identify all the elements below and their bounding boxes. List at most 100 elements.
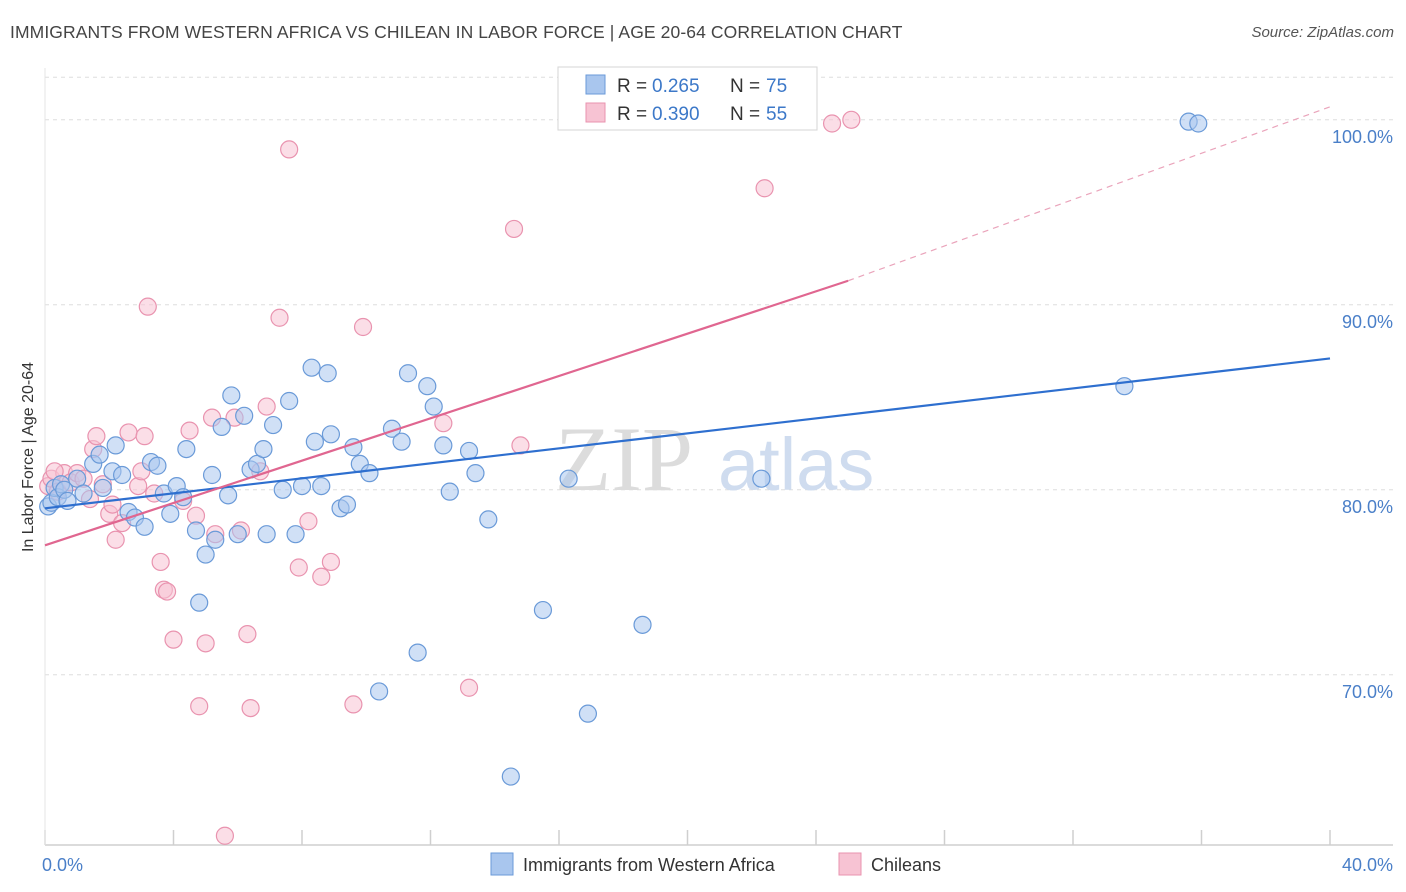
western-africa-point bbox=[752, 469, 771, 488]
stats-legend-n-value-blue: 75 bbox=[766, 76, 787, 97]
stats-legend-r-value-blue: 0.265 bbox=[652, 76, 700, 97]
western-africa-point bbox=[212, 417, 231, 436]
western-africa-point bbox=[312, 477, 331, 496]
stats-legend-n-label-blue: N = bbox=[730, 76, 760, 97]
western-africa-point bbox=[280, 391, 299, 411]
western-africa-point bbox=[148, 456, 167, 475]
western-africa-point bbox=[228, 525, 247, 544]
chileans-point bbox=[842, 110, 861, 129]
western-africa-point bbox=[257, 525, 276, 544]
watermark-zip: ZIP bbox=[555, 408, 693, 510]
chileans-point bbox=[755, 179, 774, 198]
chileans-point bbox=[321, 552, 341, 572]
western-africa-point bbox=[337, 495, 357, 514]
y-tick-label: 90.0% bbox=[1342, 312, 1393, 332]
western-africa-point bbox=[1189, 114, 1208, 133]
western-africa-point bbox=[302, 358, 321, 377]
western-africa-point bbox=[93, 478, 112, 498]
western-africa-point bbox=[286, 525, 305, 544]
chileans-point bbox=[344, 695, 363, 714]
western-africa-point bbox=[424, 397, 443, 416]
chileans-point bbox=[257, 397, 276, 416]
western-africa-point bbox=[578, 704, 598, 723]
western-africa-point bbox=[459, 441, 479, 461]
chileans-trend-extension bbox=[847, 106, 1331, 282]
trend-lines bbox=[44, 106, 1331, 547]
western-africa-point bbox=[235, 406, 254, 425]
western-africa-point bbox=[434, 436, 453, 455]
western-africa-point bbox=[392, 432, 411, 451]
western-africa-point bbox=[190, 593, 209, 612]
western-africa-trend-line bbox=[44, 357, 1331, 510]
chileans-point bbox=[119, 423, 138, 442]
y-tick-label: 80.0% bbox=[1342, 497, 1393, 517]
chileans-point bbox=[180, 421, 199, 440]
chileans-point bbox=[215, 826, 234, 845]
western-africa-point bbox=[161, 504, 180, 523]
stats-legend-n-value-pink: 55 bbox=[766, 104, 787, 125]
western-africa-point bbox=[74, 484, 93, 503]
western-africa-point bbox=[633, 615, 652, 634]
chileans-point bbox=[299, 512, 318, 531]
stats-legend: R = 0.265 N = 75 R = 0.390 N = 55 bbox=[557, 66, 818, 131]
chileans-point bbox=[270, 308, 289, 327]
western-africa-point bbox=[206, 530, 225, 549]
legend-swatch-western-africa bbox=[490, 852, 514, 876]
chileans-point bbox=[151, 552, 170, 572]
chileans-point bbox=[164, 630, 183, 649]
x-tick-label-min: 0.0% bbox=[42, 855, 83, 875]
chileans-point bbox=[157, 582, 177, 601]
western-africa-point bbox=[466, 464, 485, 483]
chileans-point bbox=[196, 634, 215, 653]
western-africa-point bbox=[501, 767, 520, 786]
western-africa-point bbox=[135, 517, 154, 536]
chileans-trend-line bbox=[44, 279, 849, 547]
chileans-point bbox=[312, 567, 331, 586]
western-africa-point bbox=[398, 364, 418, 383]
chileans-point bbox=[822, 114, 842, 133]
western-africa-point bbox=[370, 682, 389, 701]
chileans-point bbox=[135, 427, 154, 446]
western-africa-point bbox=[177, 440, 196, 459]
chileans-point bbox=[138, 297, 157, 316]
chileans-point bbox=[459, 678, 479, 697]
chileans-point bbox=[504, 219, 524, 239]
western-africa-point bbox=[408, 643, 427, 662]
western-africa-point bbox=[196, 545, 215, 564]
stats-legend-swatch-blue bbox=[585, 74, 606, 95]
western-africa-point bbox=[479, 510, 498, 529]
legend-swatch-chileans bbox=[838, 852, 862, 876]
y-tick-labels: 70.0% 80.0% 90.0% 100.0% bbox=[1332, 127, 1393, 702]
western-africa-point bbox=[106, 436, 125, 455]
western-africa-point bbox=[112, 465, 132, 485]
western-africa-point bbox=[321, 425, 341, 444]
stats-legend-r-value-pink: 0.390 bbox=[652, 104, 700, 125]
stats-legend-r-label-blue: R = bbox=[617, 76, 647, 97]
chileans-point bbox=[129, 477, 148, 496]
chileans-point bbox=[280, 140, 299, 159]
x-tick-marks bbox=[44, 830, 1331, 845]
stats-legend-swatch-pink bbox=[585, 102, 606, 123]
chileans-point bbox=[190, 697, 209, 716]
y-tick-label: 100.0% bbox=[1332, 127, 1393, 147]
stats-legend-n-label-pink: N = bbox=[730, 104, 760, 125]
legend-label-western-africa: Immigrants from Western Africa bbox=[523, 855, 776, 875]
y-tick-label: 70.0% bbox=[1342, 682, 1393, 702]
western-africa-point bbox=[559, 469, 578, 488]
western-africa-point bbox=[202, 465, 222, 485]
western-africa-point bbox=[1115, 377, 1134, 396]
chileans-point bbox=[87, 427, 106, 446]
grid-layer bbox=[45, 76, 1393, 676]
chileans-point bbox=[353, 317, 373, 337]
western-africa-point bbox=[219, 486, 238, 505]
western-africa-point bbox=[292, 477, 312, 496]
stats-legend-r-label-pink: R = bbox=[617, 104, 647, 125]
y-axis-title: In Labor Force | Age 20-64 bbox=[20, 362, 37, 552]
western-africa-point bbox=[418, 377, 437, 396]
chart-title: IMMIGRANTS FROM WESTERN AFRICA VS CHILEA… bbox=[10, 22, 903, 42]
chileans-point bbox=[106, 530, 125, 549]
legend-label-chileans: Chileans bbox=[871, 855, 941, 875]
western-africa-point bbox=[318, 364, 337, 383]
chileans-point bbox=[434, 414, 453, 433]
series-legend: Immigrants from Western Africa Chileans bbox=[490, 852, 941, 876]
